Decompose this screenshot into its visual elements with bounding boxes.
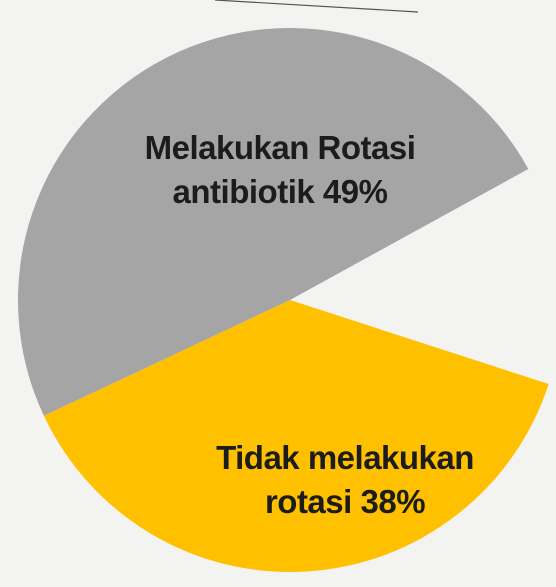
leader-line [214,0,419,13]
slice-value-label: 49% [322,173,388,210]
slice-label: Tidak melakukan rotasi 38% [175,436,515,524]
pie-slice [43,300,549,573]
pie-slice [18,28,529,416]
slice-value-label: 38% [360,483,426,520]
pie [18,28,549,573]
slice-name: Tidak melakukan rotasi [216,439,474,520]
slice-label: Melakukan Rotasi antibiotik 49% [110,126,450,214]
slice-name: Melakukan Rotasi antibiotik [144,129,416,210]
